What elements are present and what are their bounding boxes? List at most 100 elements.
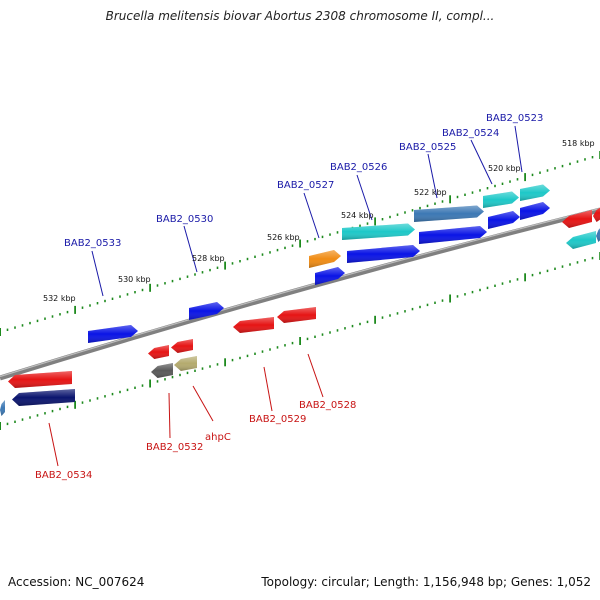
minor-tick <box>516 178 519 181</box>
gene-label-bab2-0523[interactable]: BAB2_0523 <box>486 113 543 124</box>
major-tick <box>0 422 1 430</box>
minor-tick <box>546 269 549 273</box>
minor-tick <box>479 189 481 192</box>
gene-bab2-0529[interactable] <box>233 317 274 333</box>
gene-bab2-0526-shade <box>342 223 415 240</box>
gene-red-edge[interactable] <box>593 204 600 222</box>
minor-tick <box>546 169 549 172</box>
minor-tick <box>179 277 181 281</box>
gene-label-bab2-0525[interactable]: BAB2_0525 <box>399 142 456 153</box>
gene-bab2-0528-shade <box>277 307 316 323</box>
gene-steel-517-shade <box>596 228 600 242</box>
minor-tick <box>351 324 354 328</box>
minor-tick <box>591 156 594 159</box>
gene-blue-521[interactable] <box>488 211 520 229</box>
minor-tick <box>89 399 91 402</box>
gene-label-bab2-0524[interactable]: BAB2_0524 <box>442 128 499 139</box>
minor-tick <box>396 213 399 216</box>
major-tick <box>149 379 151 388</box>
minor-tick <box>36 414 39 417</box>
gene-bab2-0524-top[interactable] <box>483 191 519 209</box>
minor-tick <box>479 288 481 292</box>
minor-tick <box>156 380 159 383</box>
gene-bab2-0530[interactable] <box>189 302 224 320</box>
minor-tick <box>321 235 324 239</box>
minor-tick <box>231 358 234 362</box>
minor-tick <box>389 215 391 219</box>
gene-bab2-0528[interactable] <box>277 307 316 323</box>
gene-label-bab2-0533[interactable]: BAB2_0533 <box>64 238 121 249</box>
connector-line <box>91 250 104 297</box>
minor-tick <box>471 290 474 294</box>
minor-tick <box>246 257 249 261</box>
gene-blue-522-shade <box>419 226 487 244</box>
minor-tick <box>216 363 219 366</box>
minor-tick <box>209 365 211 368</box>
connector-line <box>514 125 523 173</box>
minor-tick <box>21 324 24 327</box>
gene-features <box>0 184 600 416</box>
scale-label-528: 528 kbp <box>192 254 225 263</box>
gene-navy-534[interactable] <box>12 389 75 406</box>
gene-bab2-0523[interactable] <box>520 184 550 202</box>
minor-tick <box>111 297 114 300</box>
gene-steel-edge[interactable] <box>0 400 5 416</box>
scale-label-530: 530 kbp <box>118 275 151 284</box>
gene-bab2-0526[interactable] <box>342 223 415 241</box>
minor-tick <box>426 303 429 307</box>
gene-bab2-0532-shade <box>148 345 169 359</box>
gene-bab2-0532[interactable] <box>148 345 169 359</box>
major-tick <box>149 283 151 292</box>
gene-label-bab2-0532[interactable]: BAB2_0532 <box>146 442 203 453</box>
gene-label-bab2-0528[interactable]: BAB2_0528 <box>299 400 356 411</box>
gene-bab2-0525[interactable] <box>414 205 484 223</box>
topology-stats-text: Topology: circular; Length: 1,156,948 bp… <box>261 575 591 589</box>
minor-tick <box>554 167 556 170</box>
gene-olive-531[interactable] <box>174 356 197 371</box>
gene-blue-522[interactable] <box>419 226 487 244</box>
minor-tick <box>81 401 84 404</box>
gene-label-bab2-0527[interactable]: BAB2_0527 <box>277 180 334 191</box>
gene-bab2-0534[interactable] <box>8 371 72 388</box>
gene-label-ahpc[interactable]: ahpC <box>205 432 231 443</box>
gene-steel-517[interactable] <box>596 224 600 242</box>
minor-tick <box>584 158 586 161</box>
gene-red-517[interactable] <box>562 210 592 228</box>
connector-line <box>183 225 198 273</box>
reverse-gene-labels: BAB2_0528 BAB2_0529 ahpC BAB2_0532 BAB2_… <box>35 400 356 481</box>
scale-label-526: 526 kbp <box>267 233 300 242</box>
minor-tick <box>576 261 579 264</box>
minor-tick <box>516 278 519 281</box>
minor-tick <box>164 282 166 285</box>
gene-gray-532[interactable] <box>151 363 173 378</box>
gene-label-bab2-0534[interactable]: BAB2_0534 <box>35 470 92 481</box>
gene-label-bab2-0530[interactable]: BAB2_0530 <box>156 214 213 225</box>
minor-tick <box>14 420 16 423</box>
minor-tick <box>44 317 46 320</box>
gene-bab2-0527-shade <box>309 250 341 268</box>
minor-tick <box>486 187 489 190</box>
gene-blue-520[interactable] <box>520 202 550 220</box>
gene-ahpc[interactable] <box>171 339 193 353</box>
gene-blue-526[interactable] <box>315 267 345 285</box>
minor-tick <box>569 162 571 166</box>
minor-tick <box>254 255 256 258</box>
gene-bab2-0527[interactable] <box>309 250 341 268</box>
minor-tick <box>314 335 316 338</box>
minor-tick <box>36 319 39 323</box>
gene-label-bab2-0529[interactable]: BAB2_0529 <box>249 414 306 425</box>
gene-bab2-0533[interactable] <box>88 325 138 343</box>
gene-olive-531-shade <box>174 356 197 371</box>
gene-label-bab2-0526[interactable]: BAB2_0526 <box>330 162 387 173</box>
gene-cyan-517[interactable] <box>566 231 596 249</box>
gene-red-517-shade <box>562 210 592 228</box>
minor-tick <box>561 265 564 268</box>
major-tick <box>299 337 301 345</box>
gene-blue-524[interactable] <box>347 245 420 263</box>
major-tick <box>524 273 526 282</box>
minor-tick <box>306 337 309 341</box>
minor-tick <box>156 284 159 287</box>
minor-tick <box>194 369 196 372</box>
connector-line <box>356 174 373 221</box>
major-tick <box>74 400 76 409</box>
